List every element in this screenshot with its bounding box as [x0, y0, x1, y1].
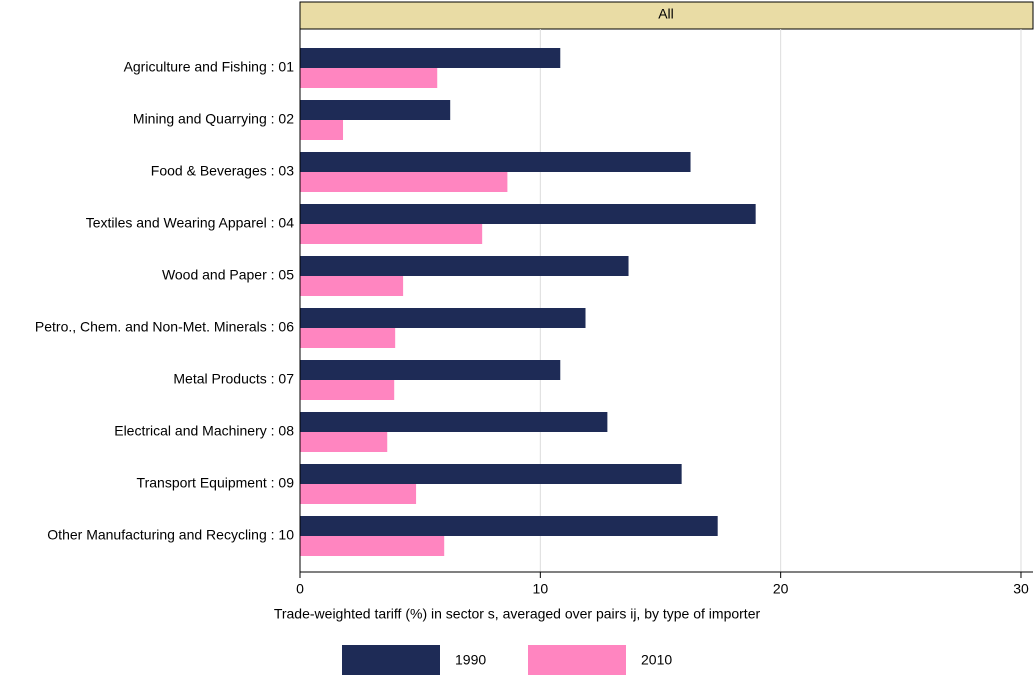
y-tick-label: Wood and Paper : 05: [162, 267, 294, 283]
bar: [300, 484, 417, 504]
bar: [300, 380, 395, 400]
x-tick-label: 10: [533, 581, 549, 597]
y-tick-label: Petro., Chem. and Non-Met. Minerals : 06: [35, 319, 294, 335]
y-tick-label: Mining and Quarrying : 02: [133, 111, 294, 127]
bar: [300, 48, 561, 68]
bar: [300, 172, 508, 192]
bar: [300, 536, 445, 556]
legend-label: 1990: [455, 652, 486, 668]
legend-swatch: [528, 645, 626, 675]
y-tick-label: Electrical and Machinery : 08: [114, 423, 294, 439]
bar: [300, 224, 483, 244]
bar: [300, 152, 691, 172]
bar: [300, 516, 718, 536]
legend-swatch: [342, 645, 440, 675]
bar: [300, 276, 404, 296]
bar: [300, 412, 608, 432]
x-axis-label: Trade-weighted tariff (%) in sector s, a…: [274, 606, 761, 622]
y-tick-label: Transport Equipment : 09: [137, 475, 295, 491]
bar: [300, 328, 396, 348]
x-tick-label: 20: [773, 581, 789, 597]
bar: [300, 120, 344, 140]
x-tick-label: 30: [1013, 581, 1029, 597]
bar: [300, 308, 586, 328]
y-tick-label: Textiles and Wearing Apparel : 04: [86, 215, 295, 231]
bar: [300, 464, 682, 484]
x-tick-label: 0: [296, 581, 304, 597]
bar: [300, 100, 451, 120]
y-tick-label: Agriculture and Fishing : 01: [124, 59, 295, 75]
bar: [300, 68, 438, 88]
legend-label: 2010: [641, 652, 672, 668]
bar: [300, 204, 756, 224]
panel-header: [299, 1, 1034, 30]
y-tick-label: Other Manufacturing and Recycling : 10: [47, 527, 294, 543]
bar: [300, 432, 388, 452]
bar: [300, 256, 629, 276]
bar: [300, 360, 561, 380]
y-tick-label: Food & Beverages : 03: [151, 163, 294, 179]
y-tick-label: Metal Products : 07: [173, 371, 294, 387]
panel-title: All: [658, 6, 674, 22]
